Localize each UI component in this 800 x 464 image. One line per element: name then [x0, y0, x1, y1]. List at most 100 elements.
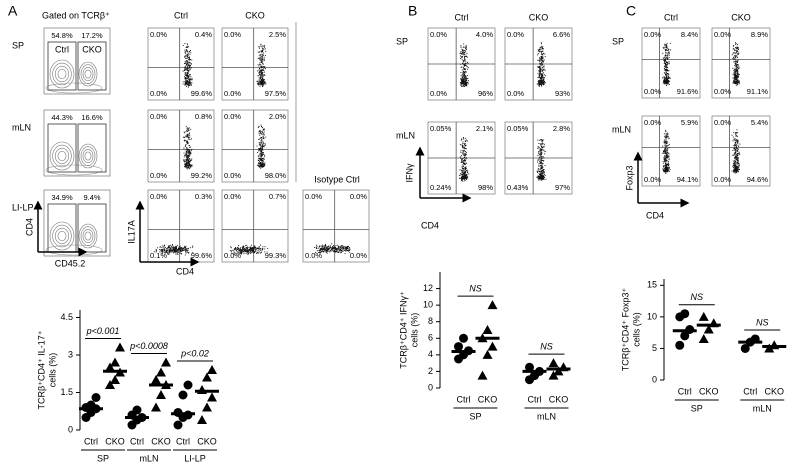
data-point — [207, 392, 217, 402]
event-dot — [464, 160, 466, 162]
event-dot — [735, 50, 737, 52]
event-dot — [666, 61, 668, 64]
category-label: CKO — [151, 436, 171, 446]
event-dot — [264, 143, 266, 145]
event-dot — [736, 157, 738, 159]
event-dot — [664, 79, 666, 81]
event-dot — [543, 53, 545, 55]
event-dot — [325, 246, 327, 248]
event-dot — [662, 151, 665, 153]
event-dot — [542, 170, 544, 172]
category-label: Ctrl — [743, 386, 757, 396]
event-dot — [664, 147, 666, 149]
event-dot — [736, 51, 738, 54]
event-dot — [182, 136, 184, 138]
event-dot — [665, 57, 667, 59]
quadrant-percent: 2.1% — [476, 124, 493, 133]
event-dot — [539, 168, 541, 170]
event-dot — [734, 48, 736, 50]
event-dot — [734, 76, 736, 78]
event-dot — [735, 139, 738, 141]
event-dot — [664, 144, 666, 146]
event-dot — [736, 66, 738, 68]
quadrant-percent: 0.0% — [644, 118, 661, 127]
event-dot — [259, 71, 261, 73]
event-dot — [666, 157, 668, 159]
event-dot — [262, 138, 264, 140]
event-dot — [262, 145, 264, 147]
event-dot — [736, 163, 738, 165]
event-dot — [246, 247, 249, 249]
event-dot — [258, 149, 260, 151]
event-dot — [464, 82, 467, 84]
event-dot — [260, 167, 262, 169]
event-dot — [345, 247, 347, 249]
event-dot — [541, 146, 543, 148]
event-dot — [737, 141, 739, 143]
event-dot — [667, 82, 669, 84]
event-dot — [465, 61, 467, 63]
data-point — [459, 333, 468, 343]
event-dot — [735, 62, 737, 64]
event-dot — [663, 69, 665, 71]
event-dot — [240, 250, 242, 253]
event-dot — [737, 169, 739, 171]
event-dot — [250, 244, 253, 246]
event-dot — [260, 46, 262, 48]
event-dot — [465, 46, 468, 48]
event-dot — [737, 69, 739, 71]
event-dot — [167, 245, 170, 247]
event-dot — [176, 246, 178, 248]
event-dot — [734, 65, 736, 67]
event-dot — [463, 72, 466, 74]
event-dot — [666, 57, 668, 59]
event-dot — [188, 61, 190, 63]
event-dot — [263, 144, 265, 146]
event-dot — [461, 152, 463, 154]
event-dot — [258, 80, 260, 82]
event-dot — [738, 73, 740, 76]
event-dot — [543, 172, 545, 174]
event-dot — [265, 50, 267, 52]
event-dot — [539, 140, 541, 142]
event-dot — [237, 246, 239, 248]
event-dot — [260, 142, 263, 144]
event-dot — [257, 252, 260, 254]
event-dot — [464, 81, 466, 83]
gate-box — [77, 203, 107, 253]
event-dot — [665, 151, 667, 154]
event-dot — [162, 248, 164, 250]
event-dot — [540, 47, 542, 49]
event-dot — [462, 170, 464, 172]
event-dot — [258, 245, 260, 248]
event-dot — [537, 152, 539, 154]
event-dot — [264, 83, 266, 85]
event-dot — [186, 83, 189, 85]
event-dot — [191, 59, 193, 61]
event-dot — [668, 156, 670, 158]
event-dot — [737, 154, 739, 156]
event-dot — [538, 142, 540, 145]
event-dot — [735, 163, 737, 165]
event-dot — [266, 251, 268, 253]
quadrant-percent: 0.0% — [507, 30, 524, 39]
event-dot — [185, 248, 187, 250]
event-dot — [733, 147, 735, 149]
contour-line — [84, 151, 92, 161]
event-dot — [232, 253, 234, 255]
contour-line — [82, 148, 94, 164]
event-dot — [735, 44, 737, 46]
event-dot — [463, 49, 466, 51]
event-dot — [184, 78, 186, 80]
event-dot — [171, 246, 173, 248]
event-dot — [262, 160, 264, 163]
event-dot — [540, 166, 542, 168]
event-dot — [263, 146, 265, 148]
event-dot — [263, 82, 265, 84]
event-dot — [543, 145, 545, 147]
event-dot — [462, 56, 464, 58]
event-dot — [245, 248, 247, 251]
event-dot — [257, 64, 259, 66]
event-dot — [187, 166, 189, 168]
event-dot — [160, 248, 163, 250]
